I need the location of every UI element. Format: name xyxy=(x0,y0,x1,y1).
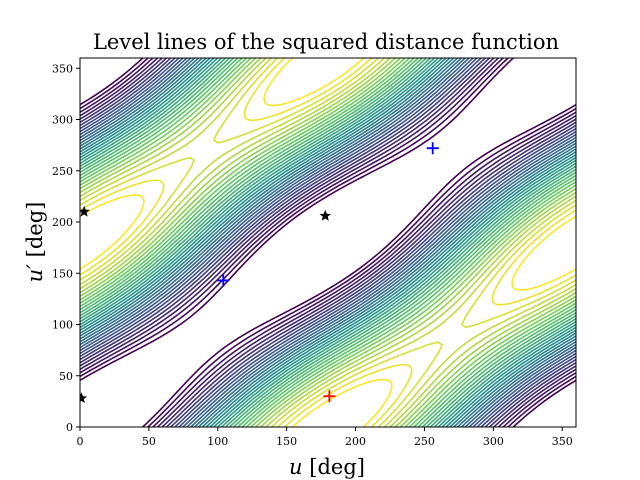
plus-marker xyxy=(323,390,336,403)
contour-level xyxy=(80,58,576,427)
contour-level xyxy=(80,58,576,427)
y-tick-label: 50 xyxy=(59,370,73,383)
contour-level xyxy=(80,58,576,427)
y-tick-label: 200 xyxy=(52,216,73,229)
plot-frame xyxy=(79,57,577,428)
contour-level xyxy=(80,58,576,427)
x-axis-label: u [deg] xyxy=(289,455,365,479)
star-marker xyxy=(319,209,331,221)
contour-level xyxy=(80,58,576,427)
contour-level xyxy=(80,58,576,427)
contour-level xyxy=(80,58,576,427)
contour-level xyxy=(80,58,576,427)
contour-level xyxy=(80,58,576,427)
contour-level xyxy=(80,58,576,427)
contour-level xyxy=(80,58,576,427)
x-tick-label: 300 xyxy=(483,435,504,448)
x-tick-label: 50 xyxy=(142,435,156,448)
x-tick-label: 250 xyxy=(414,435,435,448)
star-marker xyxy=(80,392,88,404)
plus-marker xyxy=(426,142,439,155)
contour-level xyxy=(80,58,576,427)
x-tick-label: 0 xyxy=(77,435,84,448)
contour-level xyxy=(80,58,576,427)
y-tick-label: 250 xyxy=(52,165,73,178)
contour-level xyxy=(80,58,576,427)
contour-level xyxy=(80,58,576,427)
y-tick-label: 300 xyxy=(52,114,73,127)
y-tick-label: 150 xyxy=(52,267,73,280)
star-marker xyxy=(80,205,90,217)
y-axis-label: u′ [deg] xyxy=(23,202,47,283)
contour-level xyxy=(80,58,576,427)
y-tick-label: 100 xyxy=(52,319,73,332)
contour-level xyxy=(80,58,576,427)
x-tick-label: 350 xyxy=(552,435,573,448)
plus-marker xyxy=(217,274,230,287)
contour-level xyxy=(80,58,576,427)
markers xyxy=(80,142,439,404)
contour-level xyxy=(80,58,576,427)
x-tick-label: 150 xyxy=(276,435,297,448)
contour-level xyxy=(80,58,576,427)
contour-level xyxy=(80,58,576,427)
x-axis: 0 50 100 150 200 250 300 350 xyxy=(77,427,573,448)
x-tick-label: 100 xyxy=(207,435,228,448)
contour-lines xyxy=(80,58,576,427)
y-axis: 0 50 100 150 200 250 300 350 xyxy=(52,62,80,434)
contour-level xyxy=(80,58,576,427)
contour-level xyxy=(80,58,576,427)
y-tick-label: 350 xyxy=(52,62,73,75)
y-tick-label: 0 xyxy=(66,421,73,434)
contour-level xyxy=(80,58,576,427)
chart-title: Level lines of the squared distance func… xyxy=(93,30,559,54)
contour-level xyxy=(80,58,576,427)
x-tick-label: 200 xyxy=(345,435,366,448)
contour-level xyxy=(80,58,576,427)
